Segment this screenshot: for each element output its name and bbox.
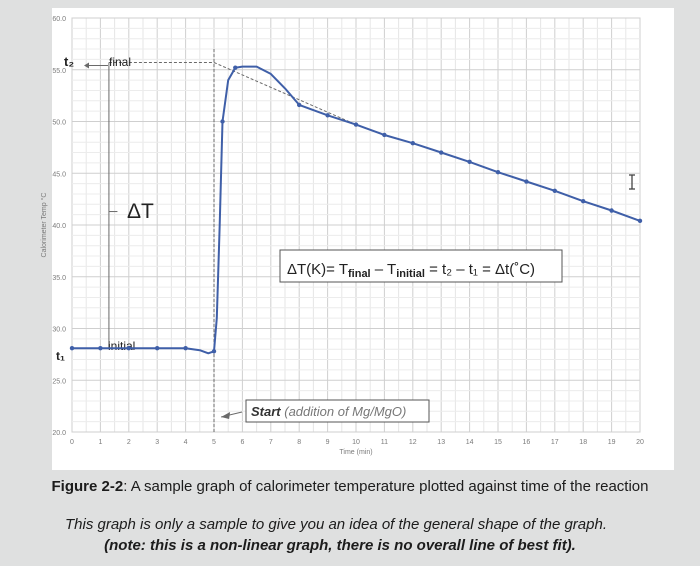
figure-caption: Figure 2-2: A sample graph of calorimete… [0, 478, 700, 495]
y-tick-label: 30.0 [52, 327, 66, 334]
x-tick-label: 9 [326, 439, 330, 446]
grid [71, 17, 641, 433]
data-point [581, 198, 586, 204]
chart-background [52, 8, 674, 470]
chart-area: t₂ final initial t₁ ΔT ΔT(K)= Tfinal – Tiniti… [40, 8, 674, 470]
formula-subscript: initial [396, 268, 425, 280]
series-line [72, 65, 641, 355]
x-tick-label: 20 [636, 439, 644, 446]
x-tick-label: 10 [352, 439, 360, 446]
data-point [552, 188, 557, 194]
formula-text: ΔT(K)= Tfinal – Tinitial = t₂ – t₁ = Δt(… [287, 261, 535, 280]
x-tick-label: 16 [523, 439, 531, 446]
data-point [297, 102, 302, 108]
data-point [467, 159, 472, 165]
start-arrowhead [221, 412, 231, 419]
x-tick-label: 1 [98, 439, 102, 446]
data-point [325, 113, 330, 118]
formula-part: = t₂ – t₁ = Δt(˚C) [425, 261, 535, 278]
x-tick-label: 13 [437, 439, 445, 446]
x-tick-label: 14 [466, 439, 474, 446]
formula-subscript: final [348, 268, 371, 280]
figure-caption-text: : A sample graph of calorimeter temperat… [123, 478, 649, 495]
x-tick-label: 18 [579, 439, 587, 446]
t2-arrowhead [84, 62, 89, 69]
text-cursor-icon [629, 174, 635, 190]
data-point [495, 170, 501, 175]
extrapolation-line [213, 62, 357, 126]
data-point [233, 65, 238, 70]
data-point [155, 345, 160, 351]
data-point [637, 218, 643, 224]
x-tick-label: 6 [240, 439, 244, 446]
x-tick-label: 5 [212, 439, 216, 446]
x-tick-label: 8 [297, 439, 301, 446]
x-tick-label: 19 [608, 439, 616, 446]
series-layer [69, 65, 643, 355]
formula-part: – T [371, 261, 397, 278]
note-line-2: (note: this is a non-linear graph, there… [104, 537, 576, 554]
x-tick-label: 2 [127, 439, 131, 446]
formula-part: ΔT(K)= T [287, 261, 348, 278]
data-point [183, 345, 188, 351]
x-tick-label: 7 [269, 439, 273, 446]
start-text: Start (addition of Mg/MgO) [251, 404, 406, 419]
data-point [609, 208, 614, 213]
x-tick-label: 4 [184, 439, 188, 446]
data-point [439, 150, 444, 155]
x-tick-label: 17 [551, 439, 559, 446]
x-axis-label: Time (min) [339, 449, 372, 456]
data-point [126, 345, 131, 351]
data-point [211, 349, 217, 354]
data-point [353, 122, 359, 127]
data-point [98, 345, 103, 351]
delta-t-label: ΔT [127, 200, 154, 223]
start-box [245, 399, 430, 423]
y-tick-label: 25.0 [52, 378, 66, 385]
y-tick-label: 35.0 [52, 275, 66, 282]
t1-label: t₁ [56, 349, 65, 363]
start-rest: (addition of Mg/MgO) [281, 404, 407, 419]
data-point [524, 179, 529, 184]
t2-label: t₂ [64, 54, 74, 69]
y-tick-label: 60.0 [52, 16, 66, 23]
x-tick-label: 15 [494, 439, 502, 446]
formula-box [279, 249, 563, 283]
final-label: final [109, 55, 131, 69]
note-line-1: This graph is only a sample to give you … [64, 516, 607, 533]
data-point [382, 132, 387, 138]
x-tick-label: 3 [155, 439, 159, 446]
start-bold: Start [251, 404, 281, 419]
x-tick-label: 0 [70, 439, 74, 446]
data-point [410, 141, 415, 146]
y-tick-label: 50.0 [52, 120, 66, 127]
y-tick-label: 55.0 [52, 68, 66, 75]
x-tick-label: 12 [409, 439, 417, 446]
initial-label: initial [108, 339, 135, 353]
y-tick-label: 45.0 [52, 171, 66, 178]
y-tick-label: 40.0 [52, 223, 66, 230]
y-axis-label: Calorimeter Temp °C [40, 193, 48, 258]
tick-labels: 0 1 2 3 4 5 6 7 8 9 10 11 12 13 14 15 16 17 18 19 2020.025.0… [40, 16, 644, 456]
figure-label: Figure 2-2 [51, 478, 124, 495]
data-point [220, 119, 225, 124]
data-point [69, 345, 75, 351]
y-tick-label: 20.0 [52, 430, 66, 437]
x-tick-label: 11 [381, 439, 388, 446]
